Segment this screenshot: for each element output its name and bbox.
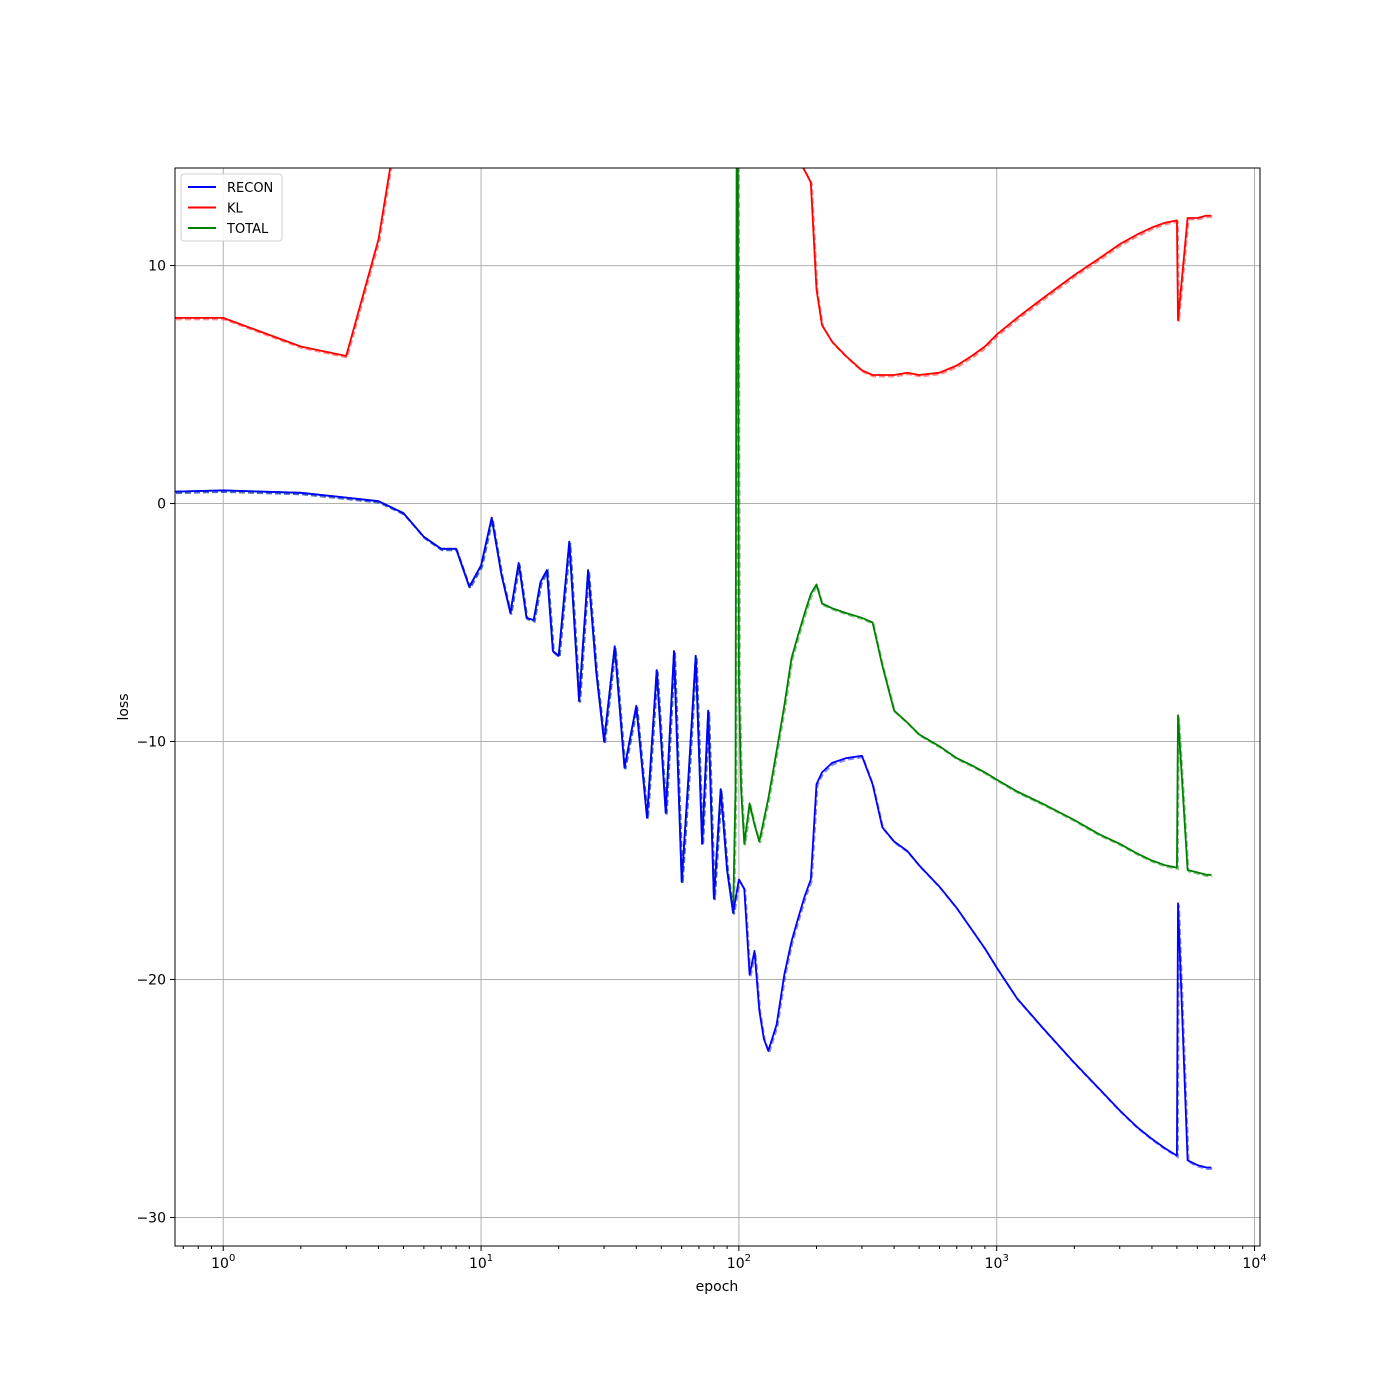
y-axis-ticks: 10 0 −10 −20 −30 [136, 259, 175, 1226]
legend-label-kl: KL [227, 202, 244, 217]
recon-series-shadow [175, 490, 1213, 1170]
total-series-line [175, 168, 1212, 914]
kl-series-shadow [176, 168, 1213, 378]
plot-frame [174, 167, 1261, 1247]
y-axis-label: loss [116, 693, 132, 720]
x-tick-label: 103 [985, 1253, 1009, 1272]
kl-series-line [175, 168, 1212, 376]
legend-box [180, 173, 283, 242]
x-tick-label: 102 [727, 1253, 751, 1272]
y-tick-label: 0 [157, 497, 166, 513]
y-tick-label: 10 [148, 259, 166, 275]
total-series-shadow [175, 168, 1213, 915]
x-axis-ticks: 100 101 102 103 104 [182, 1246, 1267, 1272]
x-tick-exponent: 3 [1002, 1253, 1008, 1264]
x-tick-exponent: 4 [1260, 1253, 1266, 1264]
legend-label-recon: RECON [227, 181, 273, 196]
legend-label-total: TOTAL [226, 222, 269, 237]
x-axis-label: epoch [696, 1279, 739, 1295]
y-tick-label: −30 [136, 1210, 166, 1226]
legend: RECON KL TOTAL [180, 173, 283, 242]
series-layer [175, 168, 1213, 1170]
grid-lines [175, 168, 1260, 1246]
x-tick-exponent: 0 [229, 1253, 235, 1264]
x-tick-exponent: 2 [745, 1253, 751, 1264]
x-tick-label: 101 [469, 1253, 493, 1272]
y-tick-label: −20 [136, 972, 166, 988]
y-tick-label: −10 [136, 735, 166, 751]
x-tick-label: 100 [211, 1253, 235, 1272]
recon-series-line [175, 489, 1212, 1169]
x-tick-exponent: 1 [487, 1253, 493, 1264]
x-tick-label: 104 [1242, 1253, 1266, 1272]
